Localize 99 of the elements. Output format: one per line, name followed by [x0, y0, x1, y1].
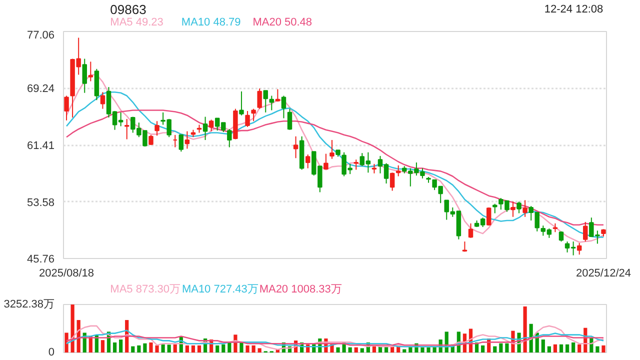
- text: MA10 48.79: [181, 16, 241, 28]
- bar: [228, 342, 232, 352]
- bar: [578, 344, 582, 352]
- candlestick: [583, 221, 588, 242]
- chart-title: 09863: [110, 2, 146, 17]
- candlestick: [330, 139, 334, 160]
- bar: [185, 345, 189, 352]
- bar: [173, 344, 177, 352]
- candlestick: [257, 88, 262, 110]
- candlestick: [245, 110, 250, 128]
- bar: [70, 304, 74, 352]
- candlestick: [468, 222, 474, 238]
- candlestick: [516, 201, 522, 214]
- text: MA5 873.30万: [110, 284, 180, 296]
- bar: [258, 348, 262, 352]
- candlestick: [522, 200, 528, 218]
- bar: [167, 344, 171, 352]
- bar: [493, 346, 497, 352]
- bar: [155, 345, 159, 352]
- text: MA10 727.43万: [182, 284, 258, 296]
- bar: [161, 344, 165, 352]
- y-tick-label: 3252.38万: [4, 298, 55, 310]
- y-tick-label: 45.76: [26, 254, 55, 266]
- candlestick: [64, 95, 69, 121]
- bar: [481, 345, 485, 352]
- candlestick: [100, 92, 106, 110]
- bar: [252, 345, 256, 352]
- text: MA5 49.23: [110, 16, 164, 28]
- bar: [553, 344, 558, 352]
- candlestick: [293, 136, 298, 159]
- candlestick: [275, 88, 280, 102]
- y-tick-label: 53.58: [26, 196, 55, 209]
- bar: [505, 343, 509, 352]
- bar: [143, 343, 147, 352]
- bar: [432, 346, 436, 352]
- bar: [596, 346, 600, 352]
- bar: [131, 346, 135, 352]
- bar: [149, 342, 153, 352]
- candlestick: [281, 95, 286, 119]
- candlestick: [227, 128, 232, 148]
- bar: [523, 306, 527, 352]
- candlestick: [390, 172, 395, 192]
- text: MA20 1008.33万: [259, 284, 342, 296]
- bar: [222, 344, 226, 352]
- bar: [197, 345, 202, 352]
- bar: [64, 332, 68, 352]
- candlestick: [202, 116, 208, 140]
- candlestick: [263, 90, 268, 113]
- bar: [216, 345, 220, 352]
- bar: [541, 340, 545, 352]
- x-tick-label: 2025/08/18: [38, 268, 94, 280]
- y-tick-label: 0: [48, 346, 55, 358]
- bar: [137, 345, 141, 352]
- bar: [336, 347, 340, 352]
- candlestick: [154, 120, 160, 136]
- candlestick: [208, 119, 214, 132]
- bar: [372, 346, 376, 352]
- candlestick: [354, 159, 358, 170]
- candlestick: [492, 203, 498, 214]
- y-tick-label: 77.06: [26, 30, 55, 42]
- bar: [240, 342, 244, 352]
- candlestick: [396, 164, 401, 177]
- candlestick: [510, 201, 516, 218]
- y-tick-label: 69.24: [26, 83, 55, 96]
- candlestick: [287, 108, 292, 130]
- bar: [420, 347, 424, 352]
- candlestick: [251, 108, 256, 122]
- bar: [112, 342, 117, 352]
- bar: [572, 342, 576, 352]
- candlestick: [184, 130, 190, 150]
- text: 12-24 12:08: [544, 4, 604, 16]
- bar: [100, 340, 105, 352]
- candlestick: [372, 163, 377, 174]
- line-series: [66, 330, 604, 348]
- text: MA20 50.48: [252, 16, 312, 28]
- bar: [119, 340, 123, 352]
- line-series: [66, 336, 604, 346]
- bar: [191, 345, 196, 352]
- candlestick: [324, 153, 328, 170]
- candlestick: [178, 134, 184, 152]
- bar: [426, 347, 430, 352]
- bar: [559, 344, 564, 352]
- candlestick: [269, 95, 274, 111]
- bar: [602, 345, 606, 352]
- bar: [360, 348, 364, 352]
- y-tick-label: 61.41: [26, 140, 55, 152]
- candlestick: [305, 154, 310, 169]
- candlestick: [82, 58, 87, 94]
- candlestick: [124, 118, 130, 140]
- bar: [246, 345, 250, 352]
- bar: [547, 346, 551, 352]
- candlestick: [88, 61, 94, 82]
- x-tick-label: 2025/12/24: [576, 268, 632, 280]
- bar: [348, 347, 352, 352]
- bar: [499, 343, 503, 352]
- bar: [565, 344, 570, 352]
- bar: [354, 347, 358, 352]
- candlestick: [576, 242, 582, 256]
- candlestick: [239, 90, 244, 116]
